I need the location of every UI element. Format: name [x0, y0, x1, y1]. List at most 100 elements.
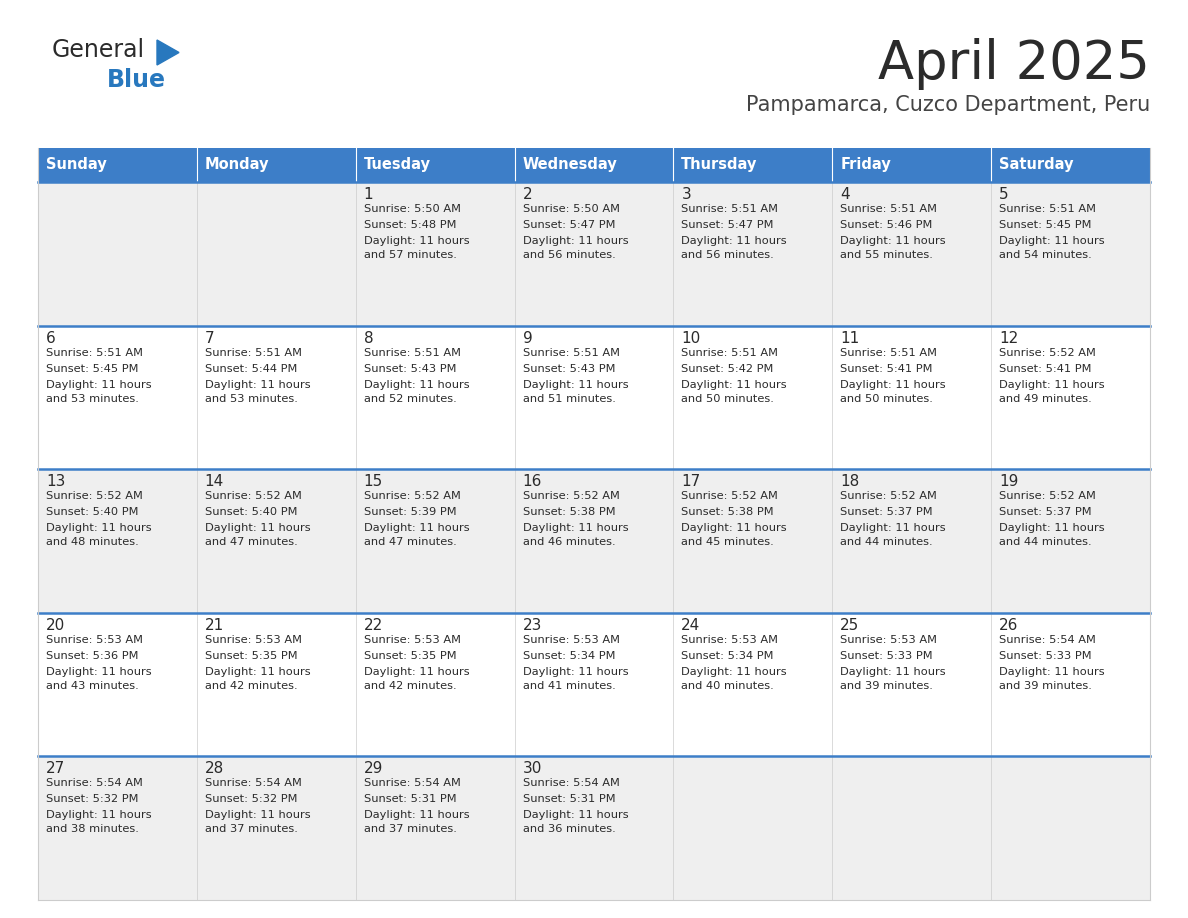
Text: Sunset: 5:32 PM: Sunset: 5:32 PM — [46, 794, 139, 804]
Text: Sunrise: 5:51 AM: Sunrise: 5:51 AM — [204, 348, 302, 358]
Text: Blue: Blue — [107, 68, 166, 92]
Text: and 41 minutes.: and 41 minutes. — [523, 681, 615, 691]
Text: 5: 5 — [999, 187, 1009, 202]
Text: 25: 25 — [840, 618, 859, 633]
Text: 8: 8 — [364, 330, 373, 345]
Text: Sunset: 5:47 PM: Sunset: 5:47 PM — [682, 220, 773, 230]
Text: and 47 minutes.: and 47 minutes. — [204, 537, 297, 547]
Text: Wednesday: Wednesday — [523, 158, 618, 173]
Text: 4: 4 — [840, 187, 849, 202]
Text: Sunset: 5:36 PM: Sunset: 5:36 PM — [46, 651, 139, 661]
Text: Sunset: 5:31 PM: Sunset: 5:31 PM — [364, 794, 456, 804]
Text: Daylight: 11 hours: Daylight: 11 hours — [999, 380, 1105, 389]
Text: and 56 minutes.: and 56 minutes. — [682, 250, 775, 260]
Text: Sunset: 5:35 PM: Sunset: 5:35 PM — [204, 651, 297, 661]
Text: Sunrise: 5:52 AM: Sunrise: 5:52 AM — [523, 491, 619, 501]
Text: Sunset: 5:45 PM: Sunset: 5:45 PM — [999, 220, 1092, 230]
Text: Sunrise: 5:50 AM: Sunrise: 5:50 AM — [523, 204, 619, 214]
Text: and 51 minutes.: and 51 minutes. — [523, 394, 615, 404]
Text: Daylight: 11 hours: Daylight: 11 hours — [46, 666, 152, 677]
Text: and 39 minutes.: and 39 minutes. — [840, 681, 933, 691]
Text: Sunrise: 5:51 AM: Sunrise: 5:51 AM — [840, 204, 937, 214]
Text: Sunset: 5:34 PM: Sunset: 5:34 PM — [523, 651, 615, 661]
Text: Sunrise: 5:53 AM: Sunrise: 5:53 AM — [46, 635, 143, 644]
Text: Sunrise: 5:51 AM: Sunrise: 5:51 AM — [682, 204, 778, 214]
Text: 10: 10 — [682, 330, 701, 345]
Text: Sunrise: 5:54 AM: Sunrise: 5:54 AM — [46, 778, 143, 789]
Text: Sunrise: 5:52 AM: Sunrise: 5:52 AM — [364, 491, 461, 501]
Text: and 49 minutes.: and 49 minutes. — [999, 394, 1092, 404]
Text: and 53 minutes.: and 53 minutes. — [204, 394, 298, 404]
Text: Sunrise: 5:50 AM: Sunrise: 5:50 AM — [364, 204, 461, 214]
Text: and 36 minutes.: and 36 minutes. — [523, 824, 615, 834]
Text: 19: 19 — [999, 475, 1018, 489]
Text: Sunrise: 5:53 AM: Sunrise: 5:53 AM — [364, 635, 461, 644]
Bar — [38, 756, 1150, 900]
Text: 3: 3 — [682, 187, 691, 202]
Text: and 53 minutes.: and 53 minutes. — [46, 394, 139, 404]
Text: and 48 minutes.: and 48 minutes. — [46, 537, 139, 547]
Text: Sunrise: 5:52 AM: Sunrise: 5:52 AM — [204, 491, 302, 501]
Text: Sunrise: 5:54 AM: Sunrise: 5:54 AM — [204, 778, 302, 789]
Text: Sunrise: 5:53 AM: Sunrise: 5:53 AM — [840, 635, 937, 644]
Text: and 44 minutes.: and 44 minutes. — [999, 537, 1092, 547]
Text: 16: 16 — [523, 475, 542, 489]
Text: 27: 27 — [46, 761, 65, 777]
Text: and 39 minutes.: and 39 minutes. — [999, 681, 1092, 691]
Text: Sunrise: 5:51 AM: Sunrise: 5:51 AM — [999, 204, 1097, 214]
Text: 28: 28 — [204, 761, 225, 777]
Text: 1: 1 — [364, 187, 373, 202]
Text: Sunset: 5:42 PM: Sunset: 5:42 PM — [682, 364, 773, 374]
Text: Sunrise: 5:51 AM: Sunrise: 5:51 AM — [523, 348, 619, 358]
Text: Sunrise: 5:52 AM: Sunrise: 5:52 AM — [999, 491, 1097, 501]
Text: Sunrise: 5:54 AM: Sunrise: 5:54 AM — [999, 635, 1097, 644]
Text: Sunset: 5:41 PM: Sunset: 5:41 PM — [840, 364, 933, 374]
Text: 18: 18 — [840, 475, 859, 489]
Text: Daylight: 11 hours: Daylight: 11 hours — [364, 811, 469, 821]
Text: Sunset: 5:43 PM: Sunset: 5:43 PM — [523, 364, 615, 374]
Text: 14: 14 — [204, 475, 225, 489]
Text: Sunset: 5:34 PM: Sunset: 5:34 PM — [682, 651, 773, 661]
Bar — [514, 148, 674, 182]
Bar — [355, 148, 514, 182]
Text: and 42 minutes.: and 42 minutes. — [204, 681, 297, 691]
Text: Daylight: 11 hours: Daylight: 11 hours — [999, 523, 1105, 533]
Text: and 50 minutes.: and 50 minutes. — [682, 394, 775, 404]
Text: Daylight: 11 hours: Daylight: 11 hours — [204, 811, 310, 821]
Text: Sunrise: 5:51 AM: Sunrise: 5:51 AM — [46, 348, 143, 358]
Bar — [833, 148, 991, 182]
Text: Daylight: 11 hours: Daylight: 11 hours — [682, 666, 786, 677]
Text: General: General — [52, 38, 145, 62]
Text: Friday: Friday — [840, 158, 891, 173]
Text: and 38 minutes.: and 38 minutes. — [46, 824, 139, 834]
Text: Sunset: 5:33 PM: Sunset: 5:33 PM — [840, 651, 933, 661]
Text: Daylight: 11 hours: Daylight: 11 hours — [523, 236, 628, 246]
Text: 9: 9 — [523, 330, 532, 345]
Text: Daylight: 11 hours: Daylight: 11 hours — [682, 523, 786, 533]
Text: Sunset: 5:38 PM: Sunset: 5:38 PM — [523, 508, 615, 517]
Text: 13: 13 — [46, 475, 65, 489]
Text: and 45 minutes.: and 45 minutes. — [682, 537, 775, 547]
Text: Sunrise: 5:51 AM: Sunrise: 5:51 AM — [364, 348, 461, 358]
Text: Sunrise: 5:52 AM: Sunrise: 5:52 AM — [840, 491, 937, 501]
Text: Sunset: 5:37 PM: Sunset: 5:37 PM — [999, 508, 1092, 517]
Bar — [197, 148, 355, 182]
Text: Sunset: 5:45 PM: Sunset: 5:45 PM — [46, 364, 139, 374]
Text: April 2025: April 2025 — [878, 38, 1150, 90]
Text: and 47 minutes.: and 47 minutes. — [364, 537, 456, 547]
Text: Daylight: 11 hours: Daylight: 11 hours — [204, 666, 310, 677]
Text: Daylight: 11 hours: Daylight: 11 hours — [682, 380, 786, 389]
Text: Daylight: 11 hours: Daylight: 11 hours — [46, 523, 152, 533]
Text: Sunrise: 5:52 AM: Sunrise: 5:52 AM — [999, 348, 1097, 358]
Text: and 54 minutes.: and 54 minutes. — [999, 250, 1092, 260]
Text: and 46 minutes.: and 46 minutes. — [523, 537, 615, 547]
Text: Sunrise: 5:54 AM: Sunrise: 5:54 AM — [364, 778, 461, 789]
Bar — [38, 613, 1150, 756]
Text: 20: 20 — [46, 618, 65, 633]
Text: Daylight: 11 hours: Daylight: 11 hours — [999, 666, 1105, 677]
Text: Sunset: 5:40 PM: Sunset: 5:40 PM — [204, 508, 297, 517]
Text: 26: 26 — [999, 618, 1018, 633]
Text: Sunrise: 5:53 AM: Sunrise: 5:53 AM — [523, 635, 619, 644]
Text: Sunrise: 5:51 AM: Sunrise: 5:51 AM — [682, 348, 778, 358]
Text: Tuesday: Tuesday — [364, 158, 431, 173]
